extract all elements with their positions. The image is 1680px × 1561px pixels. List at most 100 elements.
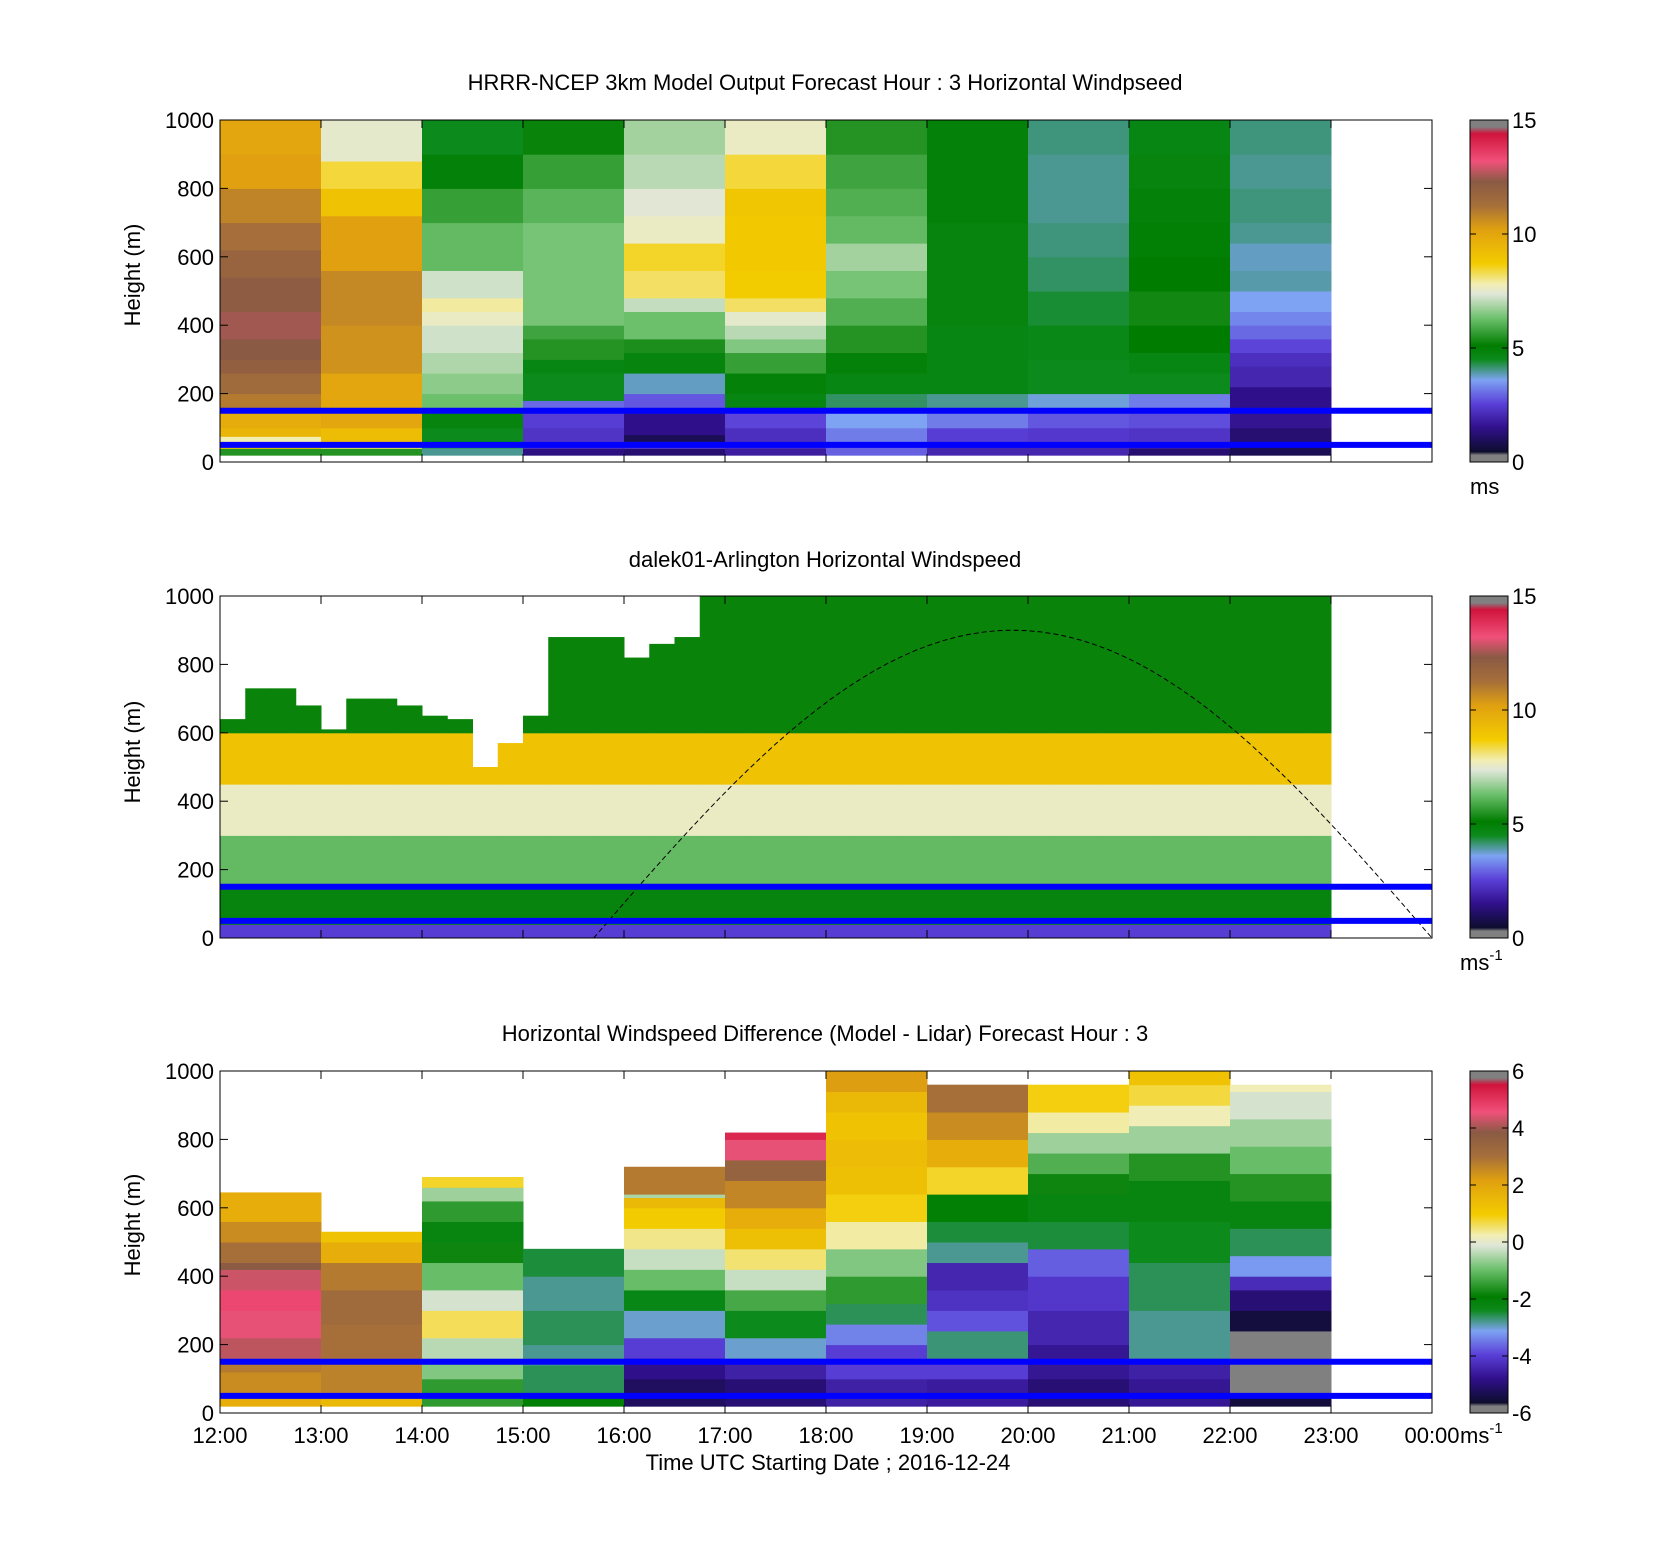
heat-cell (220, 277, 322, 313)
heat-cell (1230, 352, 1332, 367)
y-tick-label: 1000 (165, 108, 214, 133)
heat-cell (725, 325, 827, 340)
heat-cell (220, 311, 322, 340)
colorbar: 0 5 10 15 ms (1469, 108, 1536, 499)
heat-cell (1028, 120, 1130, 155)
heat-cell (220, 410, 322, 429)
heat-cell (826, 120, 928, 155)
heat-cell (826, 427, 928, 442)
heat-cell (1002, 924, 1029, 939)
heat-cell (624, 784, 650, 836)
heat-cell (725, 1269, 827, 1291)
y-tick-label: 800 (177, 1127, 214, 1152)
heat-cell (220, 732, 246, 785)
heat-cell (699, 784, 726, 836)
heat-cell (826, 924, 852, 939)
heat-cell (1154, 596, 1180, 734)
heat-cell (1204, 596, 1231, 734)
heat-cell (523, 1365, 625, 1393)
heat-cell (548, 732, 574, 785)
heat-cell (901, 784, 928, 836)
x-tick-marks (219, 120, 1433, 462)
y-axis-label: Height (m) (120, 224, 145, 327)
heat-cell (1230, 366, 1332, 388)
heat-cell (1129, 1378, 1231, 1407)
heat-cell (1103, 732, 1130, 785)
heat-cell (422, 1262, 524, 1291)
heat-cell (220, 359, 322, 374)
heat-cell (321, 1231, 423, 1243)
heat-cell (725, 924, 751, 939)
heat-cell (851, 784, 877, 836)
colorbar-unit: ms-1 (1460, 1420, 1503, 1448)
heat-cell (649, 732, 675, 785)
heat-cell (725, 1378, 827, 1407)
heat-cell (1230, 270, 1332, 292)
colorbar-tick-label: -2 (1512, 1287, 1532, 1312)
heat-cell (523, 373, 625, 401)
heat-cell (826, 243, 928, 271)
heat-cell (422, 393, 524, 412)
heat-cell (1002, 596, 1029, 734)
heat-cell (1028, 410, 1130, 429)
heat-cell (624, 338, 726, 354)
heat-cell (826, 393, 928, 412)
heat-cell (826, 596, 852, 734)
heat-cell (447, 784, 473, 836)
heat-cell (422, 325, 524, 354)
heat-cell (1305, 924, 1332, 939)
heat-cell (1305, 784, 1332, 836)
heat-cell (674, 835, 701, 888)
heat-cell (220, 249, 322, 278)
heat-cell (826, 373, 928, 395)
heat-cell (1028, 393, 1130, 412)
heat-cell (1129, 596, 1155, 734)
heat-cell (1129, 784, 1155, 836)
heat-cell (1204, 784, 1231, 836)
heat-cell (826, 1166, 928, 1195)
heat-cell (927, 1289, 1029, 1311)
heat-cell (826, 410, 928, 429)
heat-cell (321, 215, 423, 271)
x-tick-label: 13:00 (293, 1423, 348, 1448)
heat-cell (1230, 784, 1256, 836)
heat-cell (649, 784, 675, 836)
heat-cell (422, 154, 524, 189)
heat-cell (725, 120, 827, 155)
heat-cell (725, 448, 827, 456)
heat-cell (1204, 835, 1231, 888)
heat-cell (952, 835, 978, 888)
heat-cell (876, 924, 903, 939)
heat-cell (598, 637, 625, 734)
heat-cell (624, 120, 726, 155)
heat-cell (927, 835, 953, 888)
heat-cell (699, 924, 726, 939)
heat-cell (1129, 393, 1231, 412)
heat-cell (901, 924, 928, 939)
y-tick-label: 600 (177, 245, 214, 270)
y-tick-label: 0 (202, 926, 214, 951)
heat-cell (826, 1378, 928, 1407)
heat-cell (396, 835, 423, 888)
heat-cell (624, 434, 726, 442)
heat-cell (1129, 732, 1155, 785)
colorbar-ticks: 0 5 10 15 (1470, 584, 1536, 951)
heat-cell (321, 1262, 423, 1291)
heat-cell (927, 222, 1029, 326)
heat-cell (497, 924, 524, 939)
heat-cell (321, 729, 347, 734)
x-tick-label: 23:00 (1303, 1423, 1358, 1448)
heat-cell (826, 1303, 928, 1325)
heat-cell (1129, 1084, 1231, 1106)
heat-cell (1028, 256, 1130, 292)
heat-cell (220, 1289, 322, 1311)
colorbar: 0 5 10 15 ms-1 (1460, 584, 1536, 975)
heat-cell (927, 924, 953, 939)
heat-cell (220, 1371, 322, 1393)
heat-cell (371, 732, 398, 785)
x-tick-marks (219, 1071, 1433, 1413)
heat-cell (1129, 325, 1231, 354)
heat-cell (573, 784, 600, 836)
heat-cell (497, 835, 524, 888)
heat-cell (422, 1378, 524, 1407)
